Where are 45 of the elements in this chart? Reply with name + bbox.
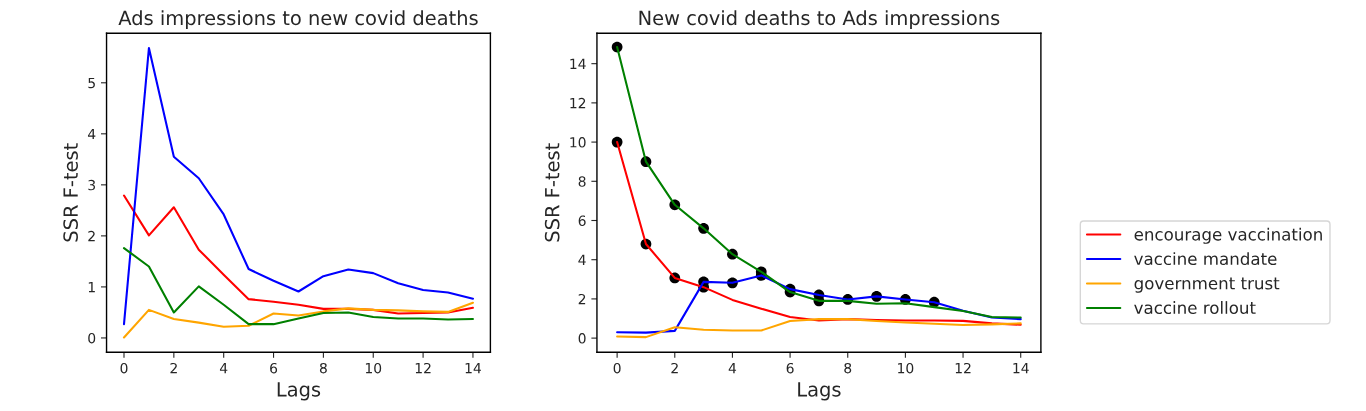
y-tick-label: 0 xyxy=(578,333,586,344)
x-tick-label: 6 xyxy=(786,362,794,374)
x-tick-label: 12 xyxy=(955,362,971,374)
y-tick-label: 3 xyxy=(88,179,96,191)
chart-title: Ads impressions to new covid deaths xyxy=(118,10,478,29)
x-tick-label: 4 xyxy=(728,363,737,374)
x-tick-label: 4 xyxy=(219,363,228,374)
x-tick-label: 6 xyxy=(270,362,278,374)
line-series xyxy=(122,194,474,315)
x-axis-title: Lags xyxy=(277,382,321,401)
x-tick-label: 8 xyxy=(844,362,852,374)
y-tick-label: 4 xyxy=(578,254,586,265)
legend-label: encourage vaccination xyxy=(1134,227,1322,244)
y-tick-label: 12 xyxy=(570,97,586,109)
x-tick-label: 0 xyxy=(120,362,128,374)
line-series xyxy=(616,318,1022,339)
line-series xyxy=(122,301,474,339)
y-tick-label: 2 xyxy=(88,230,95,242)
y-tick-label: 0 xyxy=(88,332,96,344)
x-tick-label: 2 xyxy=(671,362,678,374)
x-tick-label: 12 xyxy=(415,362,431,374)
x-tick-label: 2 xyxy=(170,362,177,374)
y-tick-label: 1 xyxy=(88,282,95,293)
legend-label: vaccine rollout xyxy=(1134,301,1256,315)
line-series xyxy=(122,47,474,326)
y-tick-label: 2 xyxy=(578,293,586,305)
y-tick-label: 14 xyxy=(570,58,586,69)
legend-label: vaccine mandate xyxy=(1134,252,1277,266)
x-tick-label: 10 xyxy=(365,362,382,374)
y-tick-label: 8 xyxy=(578,176,586,187)
x-tick-label: 14 xyxy=(465,363,481,374)
x-tick-label: 8 xyxy=(319,362,327,374)
x-tick-label: 10 xyxy=(898,362,914,374)
y-tick-label: 5 xyxy=(88,77,95,89)
legend-label: government trust xyxy=(1134,277,1280,293)
x-tick-label: 0 xyxy=(613,362,621,374)
y-axis-title: SSR F-test xyxy=(544,143,560,242)
chart-title: New covid deaths to Ads impressions xyxy=(639,10,1000,29)
x-tick-label: 14 xyxy=(1013,363,1029,374)
y-tick-label: 6 xyxy=(578,215,586,226)
x-axis-title: Lags xyxy=(798,382,841,401)
y-tick-label: 10 xyxy=(570,137,586,148)
y-tick-label: 4 xyxy=(87,128,96,140)
line-series xyxy=(122,247,474,326)
y-axis-title: SSR F-test xyxy=(63,143,78,242)
